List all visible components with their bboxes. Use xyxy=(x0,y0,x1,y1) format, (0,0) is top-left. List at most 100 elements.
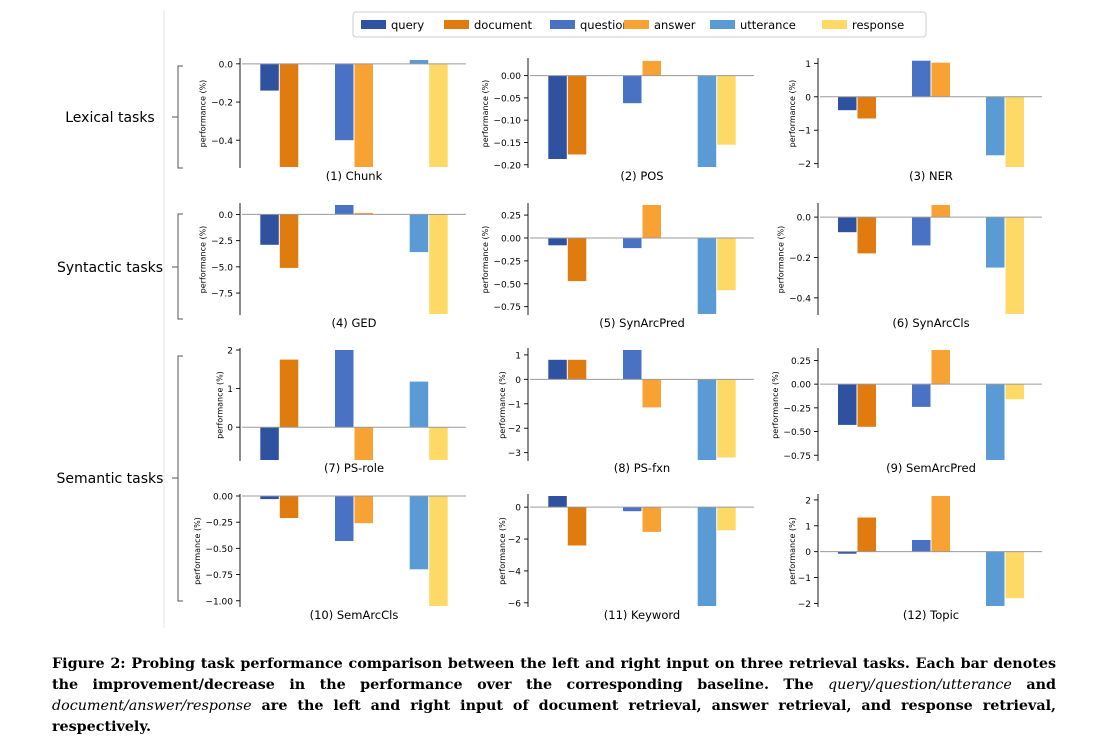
group-brace xyxy=(177,213,183,320)
bar-utterance xyxy=(409,60,429,64)
legend: query document question answer utterance resp… xyxy=(352,11,927,38)
y-axis-label: performance (%) xyxy=(498,371,507,439)
y-tick-label: −1 xyxy=(508,400,521,410)
bar-question xyxy=(335,350,354,428)
y-tick-label: 0 xyxy=(227,424,233,434)
y-tick-label: −0.50 xyxy=(205,545,233,555)
chart-title: (4) GED xyxy=(332,316,377,330)
bar-response xyxy=(429,496,448,606)
chart-panel: 0.00 −0.05 −0.10 −0.15 −0.20 performance (%) (… xyxy=(481,58,754,183)
bar-query xyxy=(838,96,857,111)
bar-document xyxy=(567,359,587,380)
bar-question xyxy=(335,496,354,541)
bar-answer xyxy=(642,507,661,532)
caption-text-middle: and xyxy=(1011,677,1056,693)
bar-utterance xyxy=(697,238,717,314)
bar-query xyxy=(548,75,567,159)
chart-title: (12) Topic xyxy=(903,608,959,622)
chart-title: (9) SemArcPred xyxy=(886,461,976,475)
bar-document xyxy=(857,517,876,552)
y-tick-label: 0 xyxy=(515,376,521,386)
y-tick-label: −0.75 xyxy=(205,571,233,581)
y-tick-label: −1.00 xyxy=(205,597,233,607)
bar-question xyxy=(335,205,354,215)
caption-left-terms: query/question/utterance xyxy=(828,677,1012,693)
chart-title: (3) NER xyxy=(909,169,953,183)
bar-answer xyxy=(642,205,661,238)
chart-title: (1) Chunk xyxy=(326,169,383,183)
chart-panel: 0.00 −0.25 −0.50 −0.75 −1.00 performance (%) (… xyxy=(193,493,466,622)
y-axis-label: performance (%) xyxy=(199,226,208,294)
group-label: Syntactic tasks xyxy=(57,260,163,276)
y-tick-label: 1 xyxy=(515,351,521,361)
bar-question xyxy=(335,63,354,141)
legend-label-query: query xyxy=(391,18,424,32)
legend-swatch-question xyxy=(550,20,575,29)
bar-query xyxy=(838,384,857,425)
y-tick-label: 2 xyxy=(227,347,233,357)
chart-panel: 0.25 0.00 −0.25 −0.50 −0.75 performance (%) (9… xyxy=(771,348,1042,475)
y-tick-label: −2.5 xyxy=(211,237,233,247)
y-tick-label: 0.00 xyxy=(213,493,233,503)
bar-utterance xyxy=(986,217,1005,268)
bar-utterance xyxy=(697,507,717,606)
y-tick-label: −0.15 xyxy=(493,139,521,149)
y-tick-label: −0.50 xyxy=(493,280,521,290)
y-axis-label: performance (%) xyxy=(481,226,490,294)
bar-response xyxy=(429,214,448,314)
group-label: Semantic tasks xyxy=(57,471,164,487)
bar-query xyxy=(260,214,279,245)
bar-utterance xyxy=(697,379,717,460)
bar-utterance xyxy=(986,551,1005,606)
legend-swatch-utterance xyxy=(710,20,735,29)
bar-query xyxy=(260,427,279,460)
bar-question xyxy=(912,384,931,407)
y-tick-label: −1 xyxy=(798,574,811,584)
y-tick-label: −7.5 xyxy=(211,290,233,300)
bar-response xyxy=(1005,551,1024,599)
bar-query xyxy=(260,496,279,500)
bar-query xyxy=(548,359,567,380)
y-tick-label: −2 xyxy=(798,160,811,170)
y-tick-label: 0.0 xyxy=(219,60,234,70)
y-tick-label: −0.4 xyxy=(789,294,811,304)
bar-answer xyxy=(642,379,661,408)
legend-swatch-answer xyxy=(624,20,649,29)
y-tick-label: 1 xyxy=(805,522,811,532)
bar-answer xyxy=(354,496,373,524)
y-axis-label: performance (%) xyxy=(481,80,490,148)
y-axis-label: performance (%) xyxy=(788,80,797,148)
y-tick-label: −1 xyxy=(798,127,811,137)
bar-response xyxy=(717,379,736,458)
bar-utterance xyxy=(409,381,429,428)
legend-swatch-response xyxy=(822,20,847,29)
chart-title: (2) POS xyxy=(620,169,663,183)
y-axis-label: performance (%) xyxy=(777,226,786,294)
chart-title: (7) PS-role xyxy=(324,461,384,475)
bar-utterance xyxy=(986,96,1005,156)
y-tick-label: 1 xyxy=(227,385,233,395)
bar-question xyxy=(623,75,642,104)
y-axis-label: performance (%) xyxy=(771,371,780,439)
y-tick-label: −0.2 xyxy=(789,254,811,264)
bar-response xyxy=(717,238,736,291)
bar-question xyxy=(623,238,642,249)
chart-panel: 0 −2 −4 −6 performance (%) (11) Keyword xyxy=(498,494,754,622)
y-tick-label: −2 xyxy=(508,536,521,546)
bar-answer xyxy=(931,496,950,552)
chart-panel: 1 0 −1 −2 performance (%) (3) NER xyxy=(788,58,1042,183)
bar-utterance xyxy=(986,384,1005,460)
y-tick-label: −5.0 xyxy=(211,263,233,273)
bar-response xyxy=(1005,384,1024,400)
y-axis-label: performance (%) xyxy=(199,80,208,148)
y-tick-label: 0.0 xyxy=(219,211,234,221)
y-axis-label: performance (%) xyxy=(788,517,797,585)
bar-document xyxy=(567,75,587,155)
legend-label-response: response xyxy=(852,18,904,32)
bar-response xyxy=(429,63,448,167)
